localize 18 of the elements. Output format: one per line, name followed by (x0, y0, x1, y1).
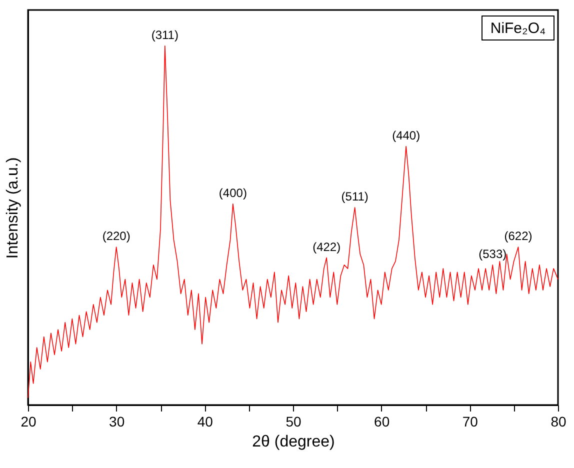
x-tick-label: 40 (197, 414, 214, 430)
x-tick-label: 30 (109, 414, 125, 430)
x-axis-title: 2θ (degree) (252, 434, 335, 450)
annotation: (400) (218, 186, 247, 200)
x-tick-label: 60 (374, 414, 390, 430)
x-tick-label: 50 (286, 414, 302, 430)
annotation: (311) (151, 28, 178, 42)
annotation: (440) (392, 128, 420, 142)
annotation: (220) (102, 229, 130, 243)
annotation: (422) (312, 240, 341, 254)
x-tick-label: 20 (20, 414, 36, 430)
annotation: (533) (478, 246, 507, 261)
y-axis-title: Intensity (a.u.) (4, 157, 22, 259)
x-tick-label: 70 (462, 414, 478, 430)
annotation: (511) (341, 190, 368, 204)
text: NiFe₂O₄ (490, 20, 546, 37)
annotation: (622) (504, 229, 532, 243)
x-tick-label: 80 (550, 414, 566, 430)
